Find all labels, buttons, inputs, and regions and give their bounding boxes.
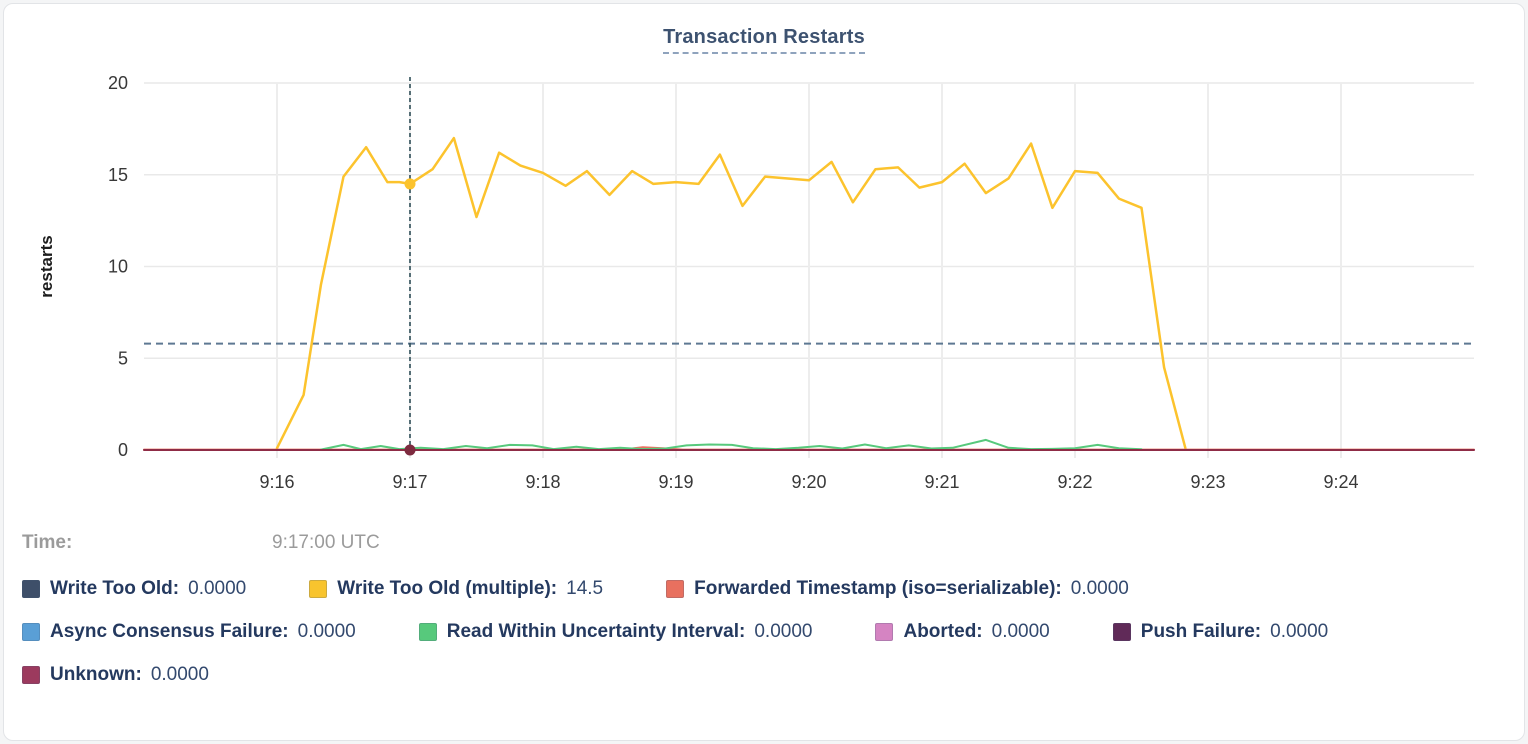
legend-swatch [22,623,40,641]
legend-value: 0.0000 [1070,578,1129,599]
legend-label: Forwarded Timestamp (iso=serializable): [694,578,1062,599]
hover-dot-unknown [404,444,416,456]
legend-value: 0.0000 [297,621,356,642]
chart-header: Transaction Restarts [4,4,1524,60]
y-tick-label: 20 [108,73,128,93]
y-tick-label: 0 [118,440,128,460]
legend-label: Unknown: [50,664,142,685]
legend-item-forwarded-timestamp-iso-serializable: Forwarded Timestamp (iso=serializable): 0… [666,578,1129,600]
legend-swatch [22,666,40,684]
y-tick-label: 5 [118,348,128,368]
legend-swatch [875,623,894,641]
legend-value: 0.0000 [754,621,813,642]
legend-row: Unknown: 0.0000 [22,664,1506,686]
legend-label: Async Consensus Failure: [50,621,289,642]
hover-dot-write-too-old-multiple [404,178,416,190]
transaction-restarts-chart[interactable]: 0 5 10 15 20 9:16 9:17 9:18 9:19 9:20 9:21 9:22 9:23… [4,60,1525,510]
legend-value: 0.0000 [150,664,209,685]
legend-value: 0.0000 [1270,621,1329,642]
legend-item-read-within-uncertainty-interval: Read Within Uncertainty Interval: 0.0000 [418,621,813,643]
legend-item-async-consensus-failure: Async Consensus Failure: 0.0000 [22,621,356,643]
time-value: 9:17:00 UTC [272,532,380,553]
x-tick-label: 9:21 [924,472,959,492]
legend-swatch [418,623,437,641]
legend-item-aborted: Aborted: 0.0000 [875,621,1050,643]
series-line-read-within-uncertainty-interval [319,438,1143,451]
legend-item-write-too-old-multiple: Write Too Old (multiple): 14.5 [309,578,603,600]
chart-card: Transaction Restarts 0 5 10 15 20 9:16 9:17 9:1… [3,3,1525,741]
x-tick-label: 9:20 [791,472,826,492]
y-tick-label: 15 [108,165,128,185]
legend-row: Async Consensus Failure: 0.0000 Read Withi… [22,621,1506,643]
x-tick-label: 9:16 [259,472,294,492]
y-axis-label: restarts [37,235,56,297]
legend-row: Write Too Old: 0.0000 Write Too Old (multi… [22,578,1506,600]
legend-label: Write Too Old: [50,578,180,599]
x-tick-label: 9:19 [658,472,693,492]
x-tick-label: 9:18 [525,472,560,492]
legend-swatch [309,580,328,598]
x-tick-label: 9:17 [392,472,427,492]
legend-label: Push Failure: [1140,621,1262,642]
x-tick-label: 9:23 [1190,472,1225,492]
legend-item-unknown: Unknown: 0.0000 [22,664,209,686]
legend-value: 0.0000 [188,578,247,599]
legend-swatch [666,580,685,598]
tooltip-readout: Time: 9:17:00 UTC Write Too Old: 0.0000 Wr… [4,532,1524,686]
legend-swatch [22,580,40,598]
legend-item-write-too-old: Write Too Old: 0.0000 [22,578,246,600]
legend-item-push-failure: Push Failure: 0.0000 [1112,621,1329,643]
time-label: Time: [22,532,73,553]
x-tick-label: 9:24 [1323,472,1358,492]
series-legend: Write Too Old: 0.0000 Write Too Old (multi… [22,578,1506,686]
y-tick-label: 10 [108,257,128,277]
legend-label: Write Too Old (multiple): [337,578,558,599]
x-tick-label: 9:22 [1057,472,1092,492]
time-row: Time: 9:17:00 UTC [22,532,1506,554]
legend-swatch [1112,623,1131,641]
legend-label: Read Within Uncertainty Interval: [446,621,746,642]
chart-canvas[interactable]: 0 5 10 15 20 9:16 9:17 9:18 9:19 9:20 9:21 9:22 9:23… [4,60,1525,510]
legend-value: 0.0000 [991,621,1050,642]
legend-label: Aborted: [903,621,983,642]
legend-value: 14.5 [566,578,604,599]
chart-title[interactable]: Transaction Restarts [663,26,865,54]
